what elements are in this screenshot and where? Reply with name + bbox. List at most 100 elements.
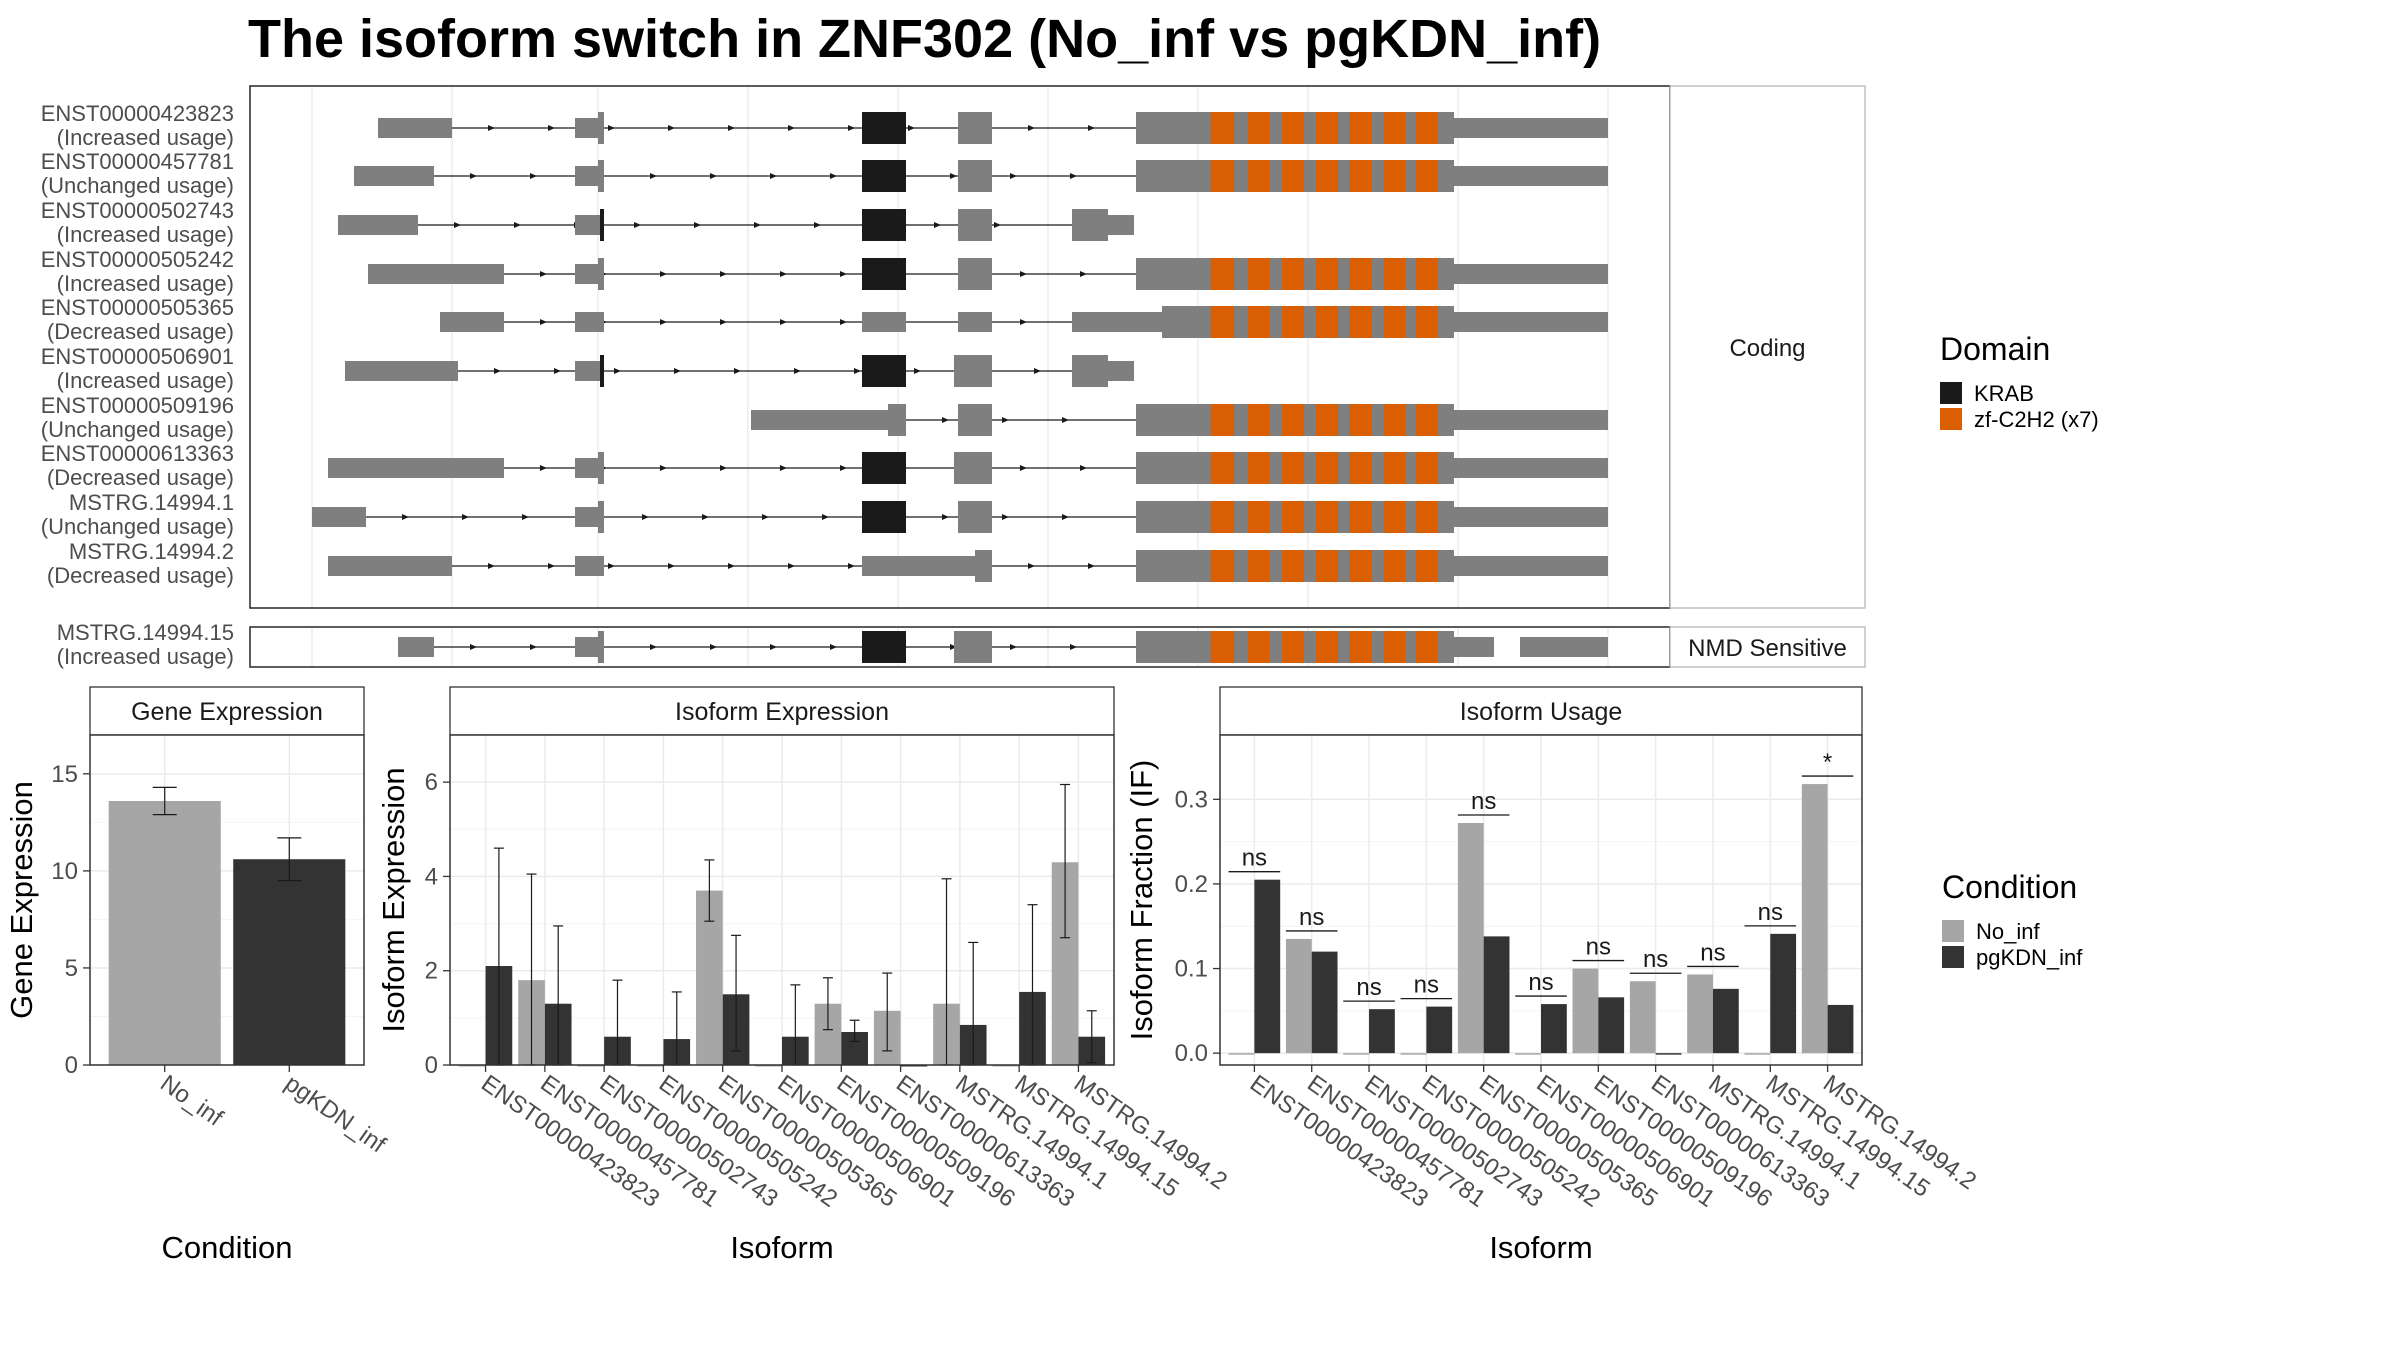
exon: [598, 631, 604, 663]
exon: [1136, 501, 1210, 533]
zf-c2h2-domain: [1316, 258, 1338, 290]
significance-label: ns: [1528, 969, 1553, 996]
zf-c2h2-domain: [1384, 306, 1406, 338]
exon: [398, 637, 434, 657]
intron-arrow: [840, 319, 847, 325]
exon: [1136, 258, 1210, 290]
zf-c2h2-domain: [1248, 404, 1270, 436]
zf-c2h2-domain: [1282, 501, 1304, 533]
krab-domain: [862, 160, 906, 192]
exon: [575, 166, 598, 186]
exon: [575, 637, 598, 657]
zf-c2h2-domain: [1248, 501, 1270, 533]
intron-arrow: [1062, 417, 1069, 423]
intron-arrow: [1020, 319, 1027, 325]
y-axis-label: Isoform Expression: [376, 767, 411, 1032]
intron-arrow: [1002, 417, 1009, 423]
zf-c2h2-domain: [1416, 258, 1438, 290]
bar: [1541, 1004, 1567, 1054]
bar: [1285, 938, 1312, 1054]
intron-arrow: [608, 125, 615, 131]
condition-legend-swatch: [1942, 946, 1964, 968]
exon: [958, 258, 992, 290]
zf-c2h2-domain: [1416, 160, 1438, 192]
chart-title: Isoform Usage: [1460, 698, 1623, 726]
exon: [1136, 112, 1210, 144]
chart-title: Isoform Expression: [675, 698, 889, 726]
zf-c2h2-domain: [1211, 258, 1234, 290]
exon: [598, 258, 604, 290]
intron-arrow: [762, 514, 769, 520]
exon: [575, 361, 600, 381]
zf-c2h2-domain: [1316, 631, 1338, 663]
intron-arrow: [770, 644, 777, 650]
zf-c2h2-domain: [1282, 306, 1304, 338]
intron-arrow: [794, 368, 801, 374]
significance-label: ns: [1471, 788, 1496, 815]
zf-c2h2-domain: [1384, 112, 1406, 144]
zf-c2h2-domain: [1316, 452, 1338, 484]
bar: [1629, 981, 1656, 1054]
intron-arrow: [1088, 125, 1095, 131]
intron-arrow: [854, 368, 861, 374]
zf-c2h2-domain: [1248, 631, 1270, 663]
intron-arrow: [908, 125, 915, 131]
intron-arrow: [548, 563, 555, 569]
intron-arrow: [780, 271, 787, 277]
bar: [1515, 1053, 1541, 1055]
zf-c2h2-domain: [1350, 258, 1372, 290]
isoform-label-usage: (Unchanged usage): [41, 417, 234, 442]
exon: [954, 631, 992, 663]
bar: [1426, 1006, 1453, 1054]
zf-c2h2-domain: [1350, 404, 1372, 436]
isoform-usage-chart: Isoform Usage ns ns ns ns ns ns ns ns ns ns * 0.0 0.1…: [1124, 686, 1981, 1265]
exon: [368, 264, 504, 284]
exon: [954, 452, 992, 484]
exon: [1454, 458, 1608, 478]
zf-c2h2-domain: [1211, 112, 1234, 144]
intron-arrow: [770, 173, 777, 179]
exon: [1162, 306, 1210, 338]
exon: [338, 215, 418, 235]
intron-arrow: [840, 465, 847, 471]
significance-label: ns: [1586, 934, 1611, 961]
domain-legend-label: zf-C2H2 (x7): [1974, 407, 2099, 432]
condition-legend-label: No_inf: [1976, 919, 2040, 944]
significance-label: ns: [1758, 899, 1783, 926]
condition-legend-label: pgKDN_inf: [1976, 945, 2083, 970]
domain-legend-swatch: [1940, 408, 1962, 430]
intron-arrow: [668, 563, 675, 569]
bar: [1457, 823, 1484, 1054]
exon: [1136, 631, 1210, 663]
intron-arrow: [642, 514, 649, 520]
zf-c2h2-domain: [1384, 452, 1406, 484]
krab-domain: [600, 209, 604, 241]
intron-arrow: [1028, 125, 1035, 131]
intron-arrow: [470, 173, 477, 179]
y-tick-label: 4: [425, 863, 438, 890]
y-tick-label: 15: [51, 761, 78, 788]
bar: [1655, 1053, 1682, 1055]
exon: [862, 312, 906, 332]
intron-arrow: [1080, 465, 1087, 471]
zf-c2h2-domain: [1316, 501, 1338, 533]
exon: [975, 550, 992, 582]
intron-arrow: [650, 173, 657, 179]
isoform-label-usage: (Increased usage): [57, 644, 234, 669]
isoform-label-usage: (Increased usage): [57, 271, 234, 296]
significance-label: ns: [1299, 904, 1324, 931]
intron-arrow: [780, 465, 787, 471]
exon: [1072, 312, 1162, 332]
intron-arrow: [830, 173, 837, 179]
zf-c2h2-domain: [1211, 550, 1234, 582]
zf-c2h2-domain: [1384, 550, 1406, 582]
intron-arrow: [1080, 271, 1087, 277]
krab-domain: [862, 209, 906, 241]
exon: [1454, 637, 1494, 657]
zf-c2h2-domain: [1384, 631, 1406, 663]
exon: [575, 264, 598, 284]
exon: [958, 312, 992, 332]
domain-legend-label: KRAB: [1974, 381, 2034, 406]
intron-arrow: [470, 644, 477, 650]
